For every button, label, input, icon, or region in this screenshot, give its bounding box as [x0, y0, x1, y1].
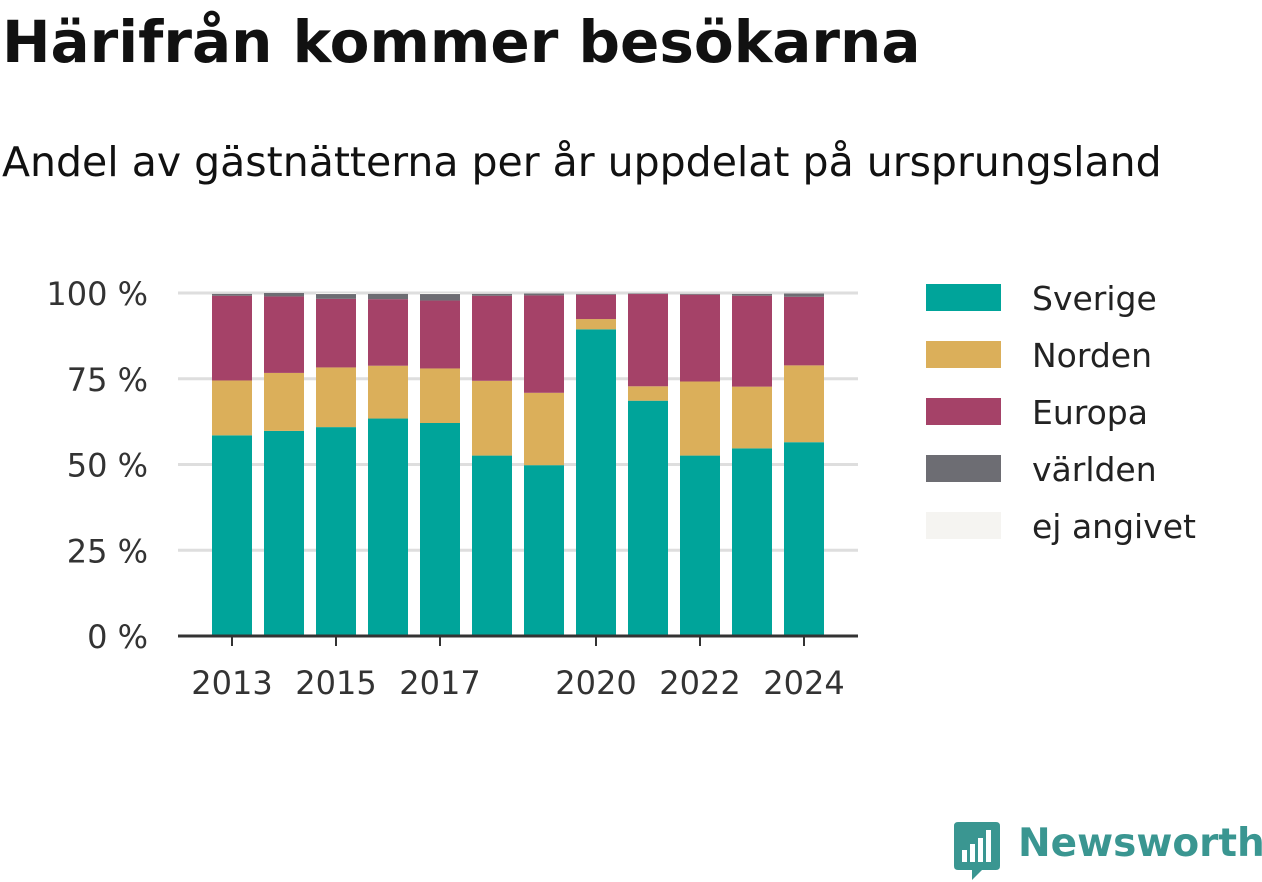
bar-segment-Norden-2017 [420, 368, 460, 423]
brand-name: Newsworthy [1018, 820, 1262, 868]
bar-segment-Sverige-2021 [628, 401, 668, 636]
bar-segment-Sverige-2018 [472, 456, 512, 636]
bar-segment-världen-2016 [368, 294, 408, 299]
bar-segment-Sverige-2015 [316, 427, 356, 636]
bar-segment-Norden-2022 [680, 381, 720, 455]
bar-segment-Europa-2020 [576, 295, 616, 319]
x-tick-label: 2024 [763, 664, 844, 702]
bar-segment-Norden-2013 [212, 380, 252, 435]
legend-label: världen [1032, 450, 1157, 489]
bar-segment-Sverige-2023 [732, 448, 772, 636]
bar-segment-Norden-2024 [784, 365, 824, 442]
bar-segment-Europa-2017 [420, 301, 460, 369]
legend-swatch [926, 284, 1001, 311]
bar-segment-världen-2014 [264, 293, 304, 296]
x-tick-label: 2015 [295, 664, 376, 702]
bar-segment-Sverige-2017 [420, 423, 460, 636]
bar-segment-ej-angivet-2015 [316, 293, 356, 294]
bar-segment-Europa-2022 [680, 295, 720, 382]
bar-segment-ej-angivet-2017 [420, 293, 460, 294]
bar-segment-Europa-2013 [212, 296, 252, 381]
y-tick-label: 75 % [67, 361, 148, 399]
bar-segment-världen-2022 [680, 294, 720, 295]
bar-segment-världen-2015 [316, 294, 356, 299]
x-tick-label: 2013 [191, 664, 272, 702]
bar-segment-Sverige-2024 [784, 442, 824, 636]
bar-segment-Sverige-2020 [576, 329, 616, 636]
bar-segment-ej-angivet-2013 [212, 293, 252, 294]
bar-segment-Europa-2021 [628, 294, 668, 386]
bar-segment-världen-2021 [628, 293, 668, 294]
y-tick-label: 25 % [67, 532, 148, 570]
bar-segment-Norden-2023 [732, 387, 772, 449]
y-tick-label: 0 % [87, 618, 148, 656]
x-tick-label: 2022 [659, 664, 740, 702]
legend-swatch [926, 455, 1001, 482]
legend-swatch [926, 398, 1001, 425]
bar-segment-Norden-2019 [524, 393, 564, 465]
bar-segment-världen-2017 [420, 294, 460, 301]
legend-label: Norden [1032, 336, 1152, 375]
x-tick-label: 2020 [555, 664, 636, 702]
bar-segment-världen-2023 [732, 294, 772, 296]
bar-segment-Norden-2018 [472, 381, 512, 456]
bar-segment-Europa-2016 [368, 299, 408, 366]
legend: Sverige Norden Europa världen ej angivet [926, 279, 1196, 546]
bar-segment-Norden-2021 [628, 386, 668, 400]
bar-segment-ej-angivet-2018 [472, 293, 512, 294]
legend-swatch [926, 512, 1001, 539]
bar-segment-världen-2020 [576, 294, 616, 295]
x-tick-label: 2017 [399, 664, 480, 702]
bar-segment-Sverige-2013 [212, 435, 252, 636]
bar-segment-Europa-2014 [264, 296, 304, 372]
bar-segment-Norden-2015 [316, 367, 356, 427]
bar-segment-Europa-2024 [784, 297, 824, 366]
bar-segment-Europa-2023 [732, 296, 772, 387]
bar-segment-världen-2013 [212, 294, 252, 296]
bar-segment-Europa-2015 [316, 299, 356, 368]
bar-segment-Sverige-2014 [264, 431, 304, 636]
legend-label: Europa [1032, 393, 1148, 432]
bar-segment-Norden-2016 [368, 366, 408, 419]
bar-chart-badge-icon [952, 820, 1004, 882]
bar-segment-ej-angivet-2023 [732, 293, 772, 294]
bar-segment-Europa-2018 [472, 296, 512, 381]
y-tick-label: 50 % [67, 447, 148, 485]
y-tick-label: 100 % [46, 275, 148, 313]
bar-segment-Norden-2020 [576, 319, 616, 329]
legend-label: ej angivet [1032, 507, 1196, 546]
bar-segment-Sverige-2019 [524, 465, 564, 636]
legend-swatch [926, 341, 1001, 368]
bar-segment-Sverige-2022 [680, 456, 720, 636]
bar-segment-Norden-2014 [264, 373, 304, 431]
bar-segment-Europa-2019 [524, 295, 564, 392]
newsworthy-logo: Newsworthy [952, 820, 1262, 880]
bar-segment-ej-angivet-2020 [576, 293, 616, 294]
bar-segment-världen-2024 [784, 293, 824, 296]
bar-segment-Sverige-2016 [368, 419, 408, 636]
bar-segment-världen-2019 [524, 293, 564, 295]
bar-segment-ej-angivet-2016 [368, 293, 408, 294]
bar-segment-världen-2018 [472, 294, 512, 296]
bar-segment-ej-angivet-2022 [680, 293, 720, 294]
legend-label: Sverige [1032, 279, 1157, 318]
